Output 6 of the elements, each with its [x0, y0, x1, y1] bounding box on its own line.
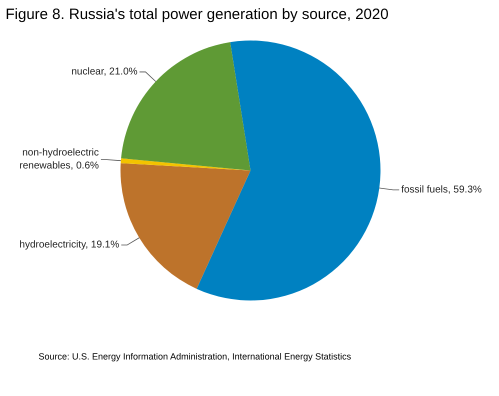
chart-title: Figure 8. Russia's total power generation by source, 2020	[6, 6, 389, 23]
slice-label: fossil fuels, 59.3%	[401, 184, 482, 196]
slice-label: nuclear, 21.0%	[71, 66, 138, 78]
slice-label: hydroelectricity, 19.1%	[19, 239, 120, 250]
slice-label: non-hydroelectric renewables, 0.6%	[19, 148, 100, 172]
source-note: Source: U.S. Energy Information Administration, International Energy Statistics	[38, 352, 352, 362]
